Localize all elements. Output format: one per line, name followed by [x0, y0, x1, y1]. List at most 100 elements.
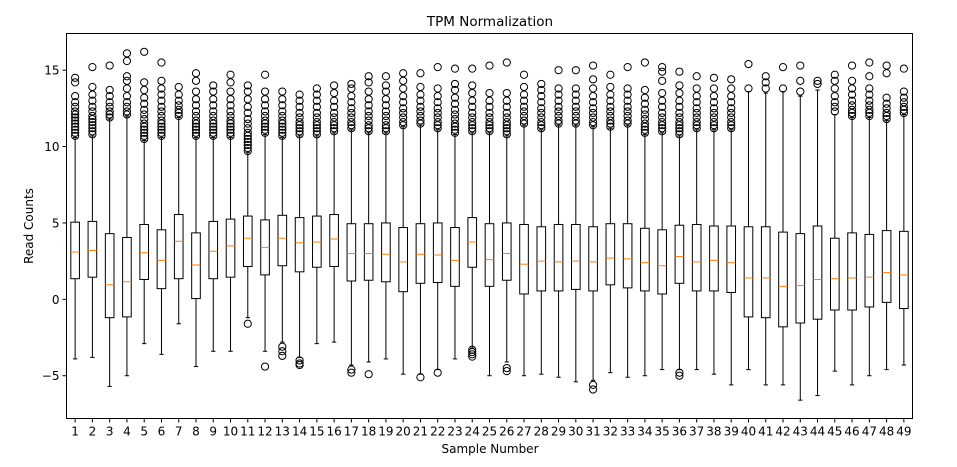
box-group-39	[726, 75, 737, 386]
outlier-point	[278, 101, 287, 110]
outlier-point	[330, 118, 339, 127]
outlier-point	[399, 69, 408, 78]
outlier-point	[364, 370, 373, 379]
outlier-point	[692, 84, 701, 93]
x-tick-label: 30	[568, 425, 583, 439]
outlier-point	[813, 79, 822, 89]
outlier-point	[692, 113, 701, 122]
outlier-point	[519, 107, 529, 116]
box-iqr	[156, 229, 167, 290]
outlier-point	[364, 87, 373, 96]
x-tick-label: 45	[827, 425, 842, 439]
box-iqr	[70, 221, 80, 280]
box-group-31	[588, 61, 598, 394]
outlier-point	[209, 116, 218, 125]
outlier-point	[709, 118, 719, 127]
box-group-48	[881, 61, 892, 371]
outlier-point	[727, 118, 736, 127]
outlier-point	[623, 84, 632, 93]
x-tick-label: 46	[844, 425, 859, 439]
outlier-point	[519, 111, 529, 121]
outlier-point	[623, 102, 632, 111]
y-tick-label: 5	[52, 216, 60, 230]
y-axis-ticks: −5 0 5 10 15	[42, 64, 67, 383]
outlier-point	[468, 124, 477, 133]
outlier-point	[571, 107, 580, 116]
outlier-point	[450, 125, 460, 134]
outlier-point	[364, 101, 373, 110]
box-iqr	[899, 230, 909, 310]
box-iqr	[208, 220, 219, 280]
outlier-point	[278, 111, 287, 121]
outlier-point	[191, 101, 201, 110]
box-group-32	[605, 70, 616, 374]
outlier-point	[571, 111, 580, 121]
outlier-point	[278, 107, 287, 116]
x-tick-label: 28	[534, 425, 549, 439]
outlier-point	[588, 98, 598, 107]
outlier-point	[157, 90, 166, 99]
outlier-point	[71, 102, 80, 111]
outlier-point	[260, 116, 270, 125]
outlier-point	[243, 143, 252, 153]
outlier-point	[278, 87, 287, 96]
outlier-point	[174, 105, 183, 114]
outlier-point	[882, 93, 891, 102]
box-group-45	[829, 70, 840, 372]
outlier-point	[468, 102, 477, 111]
outlier-point	[433, 113, 442, 122]
outlier-point	[209, 87, 218, 96]
outlier-point	[588, 380, 598, 389]
x-tick-label: 43	[793, 425, 808, 439]
box-group-41	[760, 72, 771, 386]
x-tick-label: 38	[706, 425, 721, 439]
outlier-point	[295, 102, 304, 111]
box-iqr	[743, 226, 754, 318]
outlier-point	[157, 116, 166, 125]
outlier-point	[295, 96, 304, 105]
outlier-point	[709, 84, 719, 93]
box-iqr	[398, 227, 408, 293]
outlier-point	[260, 111, 270, 121]
outlier-point	[174, 101, 183, 110]
outlier-point	[485, 118, 494, 127]
outlier-point	[157, 76, 166, 85]
box-iqr	[363, 223, 374, 281]
box-iqr	[657, 229, 667, 295]
outlier-point	[278, 125, 287, 134]
outlier-point	[709, 104, 719, 113]
x-tick-label: 23	[447, 425, 462, 439]
outlier-point	[830, 107, 839, 116]
outlier-point	[364, 107, 373, 116]
outlier-point	[260, 70, 270, 79]
outlier-point	[71, 131, 80, 140]
outlier-point	[865, 58, 874, 67]
outlier-point	[105, 92, 114, 101]
outlier-point	[71, 128, 80, 137]
outlier-point	[381, 87, 391, 96]
outlier-point	[485, 102, 494, 111]
outlier-point	[692, 104, 701, 113]
box-group-6	[156, 58, 167, 355]
box-group-24	[467, 64, 478, 361]
outlier-point	[88, 111, 97, 121]
outlier-point	[450, 99, 460, 108]
outlier-point	[347, 79, 356, 89]
outlier-point	[416, 111, 425, 121]
outlier-point	[658, 67, 667, 76]
outlier-point	[640, 105, 649, 114]
outlier-point	[882, 99, 891, 108]
outlier-point	[105, 98, 114, 107]
outlier-point	[830, 70, 839, 79]
x-tick-label: 27	[516, 425, 531, 439]
outlier-point	[381, 116, 391, 125]
outlier-point	[502, 113, 511, 122]
x-tick-label: 5	[140, 425, 148, 439]
outlier-point	[347, 124, 356, 133]
outlier-point	[312, 84, 321, 93]
outlier-point	[450, 114, 460, 124]
outlier-point	[796, 61, 805, 70]
outlier-point	[226, 87, 235, 96]
outlier-point	[519, 82, 529, 92]
outlier-point	[330, 113, 339, 122]
